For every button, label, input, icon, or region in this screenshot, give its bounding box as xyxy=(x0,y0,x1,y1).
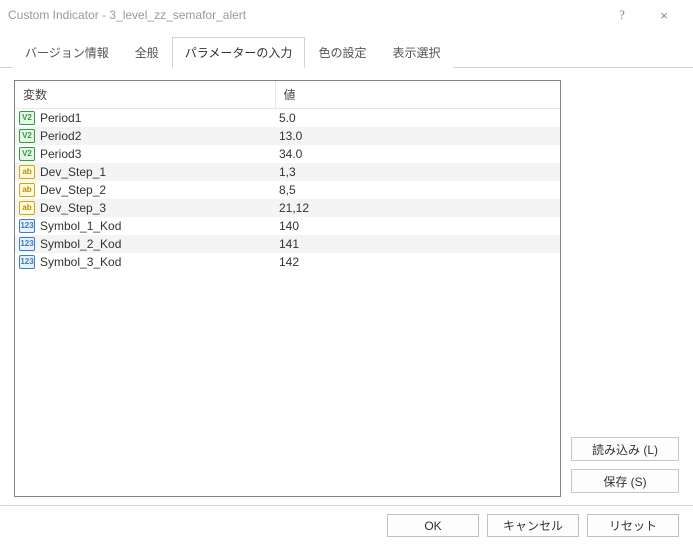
param-name: Symbol_3_Kod xyxy=(40,255,121,269)
bottom-bar: OK キャンセル リセット xyxy=(0,505,693,547)
param-value[interactable]: 141 xyxy=(275,235,560,253)
table-row[interactable]: V2 Period3 34.0 xyxy=(15,145,560,163)
param-value[interactable]: 142 xyxy=(275,253,560,271)
param-name: Symbol_2_Kod xyxy=(40,237,121,251)
param-value[interactable]: 34.0 xyxy=(275,145,560,163)
int-type-icon: 123 xyxy=(19,237,35,251)
tab-0[interactable]: バージョン情報 xyxy=(12,37,122,68)
param-value[interactable]: 5.0 xyxy=(275,109,560,127)
double-type-icon: V2 xyxy=(19,111,35,125)
string-type-icon: ab xyxy=(19,183,35,197)
load-button[interactable]: 読み込み (L) xyxy=(571,437,679,461)
param-name: Period3 xyxy=(40,147,81,161)
save-button[interactable]: 保存 (S) xyxy=(571,469,679,493)
string-type-icon: ab xyxy=(19,165,35,179)
params-table-body: V2Period15.0V2Period213.0V2Period334.0ab… xyxy=(15,109,560,271)
table-row[interactable]: 123 Symbol_3_Kod 142 xyxy=(15,253,560,271)
param-value[interactable]: 8,5 xyxy=(275,181,560,199)
titlebar: Custom Indicator - 3_level_zz_semafor_al… xyxy=(0,0,693,30)
close-button[interactable]: × xyxy=(643,1,685,29)
ok-button[interactable]: OK xyxy=(387,514,479,537)
tab-bar: バージョン情報全般パラメーターの入力色の設定表示選択 xyxy=(0,30,693,68)
table-row[interactable]: V2 Period2 13.0 xyxy=(15,127,560,145)
param-name: Dev_Step_1 xyxy=(40,165,106,179)
tab-1[interactable]: 全般 xyxy=(122,37,172,68)
cancel-button[interactable]: キャンセル xyxy=(487,514,579,537)
titlebar-controls: ? × xyxy=(601,1,685,29)
table-row[interactable]: ab Dev_Step_3 21,12 xyxy=(15,199,560,217)
param-name: Symbol_1_Kod xyxy=(40,219,121,233)
param-name: Period1 xyxy=(40,111,81,125)
column-header-value[interactable]: 値 xyxy=(275,81,560,109)
params-table-wrap: 変数 値 V2 Period1 5.0 V2 Period2 13.0 V2 Period3 3… xyxy=(14,80,561,497)
tab-3[interactable]: 色の設定 xyxy=(305,37,379,68)
help-button[interactable]: ? xyxy=(601,1,643,29)
int-type-icon: 123 xyxy=(19,219,35,233)
string-type-icon: ab xyxy=(19,201,35,215)
param-value[interactable]: 21,12 xyxy=(275,199,560,217)
right-panel: 読み込み (L) 保存 (S) xyxy=(571,80,679,497)
content-area: 変数 値 V2 Period1 5.0 V2 Period2 13.0 V2 Period3 3… xyxy=(0,68,693,505)
params-table: 変数 値 V2 Period1 5.0 V2 Period2 13.0 V2 Period3 3… xyxy=(15,81,560,271)
param-name: Period2 xyxy=(40,129,81,143)
param-value[interactable]: 1,3 xyxy=(275,163,560,181)
param-name: Dev_Step_2 xyxy=(40,183,106,197)
table-row[interactable]: ab Dev_Step_2 8,5 xyxy=(15,181,560,199)
window-title: Custom Indicator - 3_level_zz_semafor_al… xyxy=(8,8,601,22)
table-row[interactable]: V2 Period1 5.0 xyxy=(15,109,560,127)
table-row[interactable]: 123 Symbol_1_Kod 140 xyxy=(15,217,560,235)
table-row[interactable]: ab Dev_Step_1 1,3 xyxy=(15,163,560,181)
int-type-icon: 123 xyxy=(19,255,35,269)
dialog-window: Custom Indicator - 3_level_zz_semafor_al… xyxy=(0,0,693,547)
column-header-name[interactable]: 変数 xyxy=(15,81,275,109)
tab-2[interactable]: パラメーターの入力 xyxy=(172,37,306,68)
double-type-icon: V2 xyxy=(19,129,35,143)
table-row[interactable]: 123 Symbol_2_Kod 141 xyxy=(15,235,560,253)
param-name: Dev_Step_3 xyxy=(40,201,106,215)
double-type-icon: V2 xyxy=(19,147,35,161)
param-value[interactable]: 13.0 xyxy=(275,127,560,145)
tab-4[interactable]: 表示選択 xyxy=(379,37,453,68)
param-value[interactable]: 140 xyxy=(275,217,560,235)
reset-button[interactable]: リセット xyxy=(587,514,679,537)
